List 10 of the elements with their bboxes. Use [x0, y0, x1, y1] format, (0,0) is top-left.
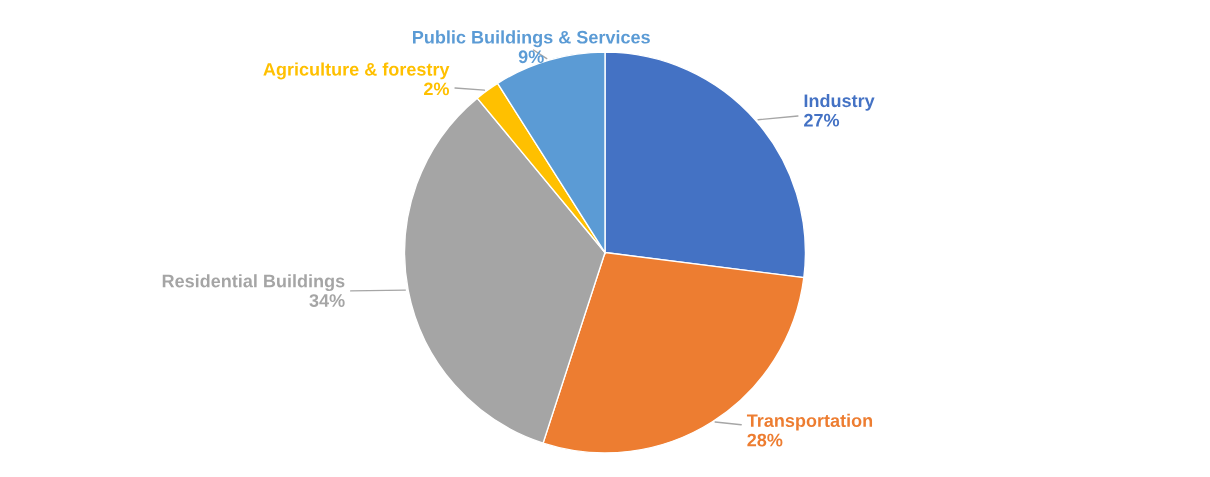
- slice-label: Public Buildings & Services: [413, 30, 650, 48]
- data-label: 2%: [424, 82, 450, 96]
- slice-label: Transportation: [746, 413, 873, 431]
- slice-label: Residential Buildings: [162, 274, 345, 292]
- data-label: 34%: [309, 294, 345, 307]
- slice-label: Industry: [804, 93, 875, 111]
- data-label: 27%: [804, 113, 840, 127]
- data-label: 28%: [747, 433, 783, 447]
- slice-label: Agriculture & forestry: [263, 62, 450, 80]
- data-label: 9%: [518, 50, 544, 64]
